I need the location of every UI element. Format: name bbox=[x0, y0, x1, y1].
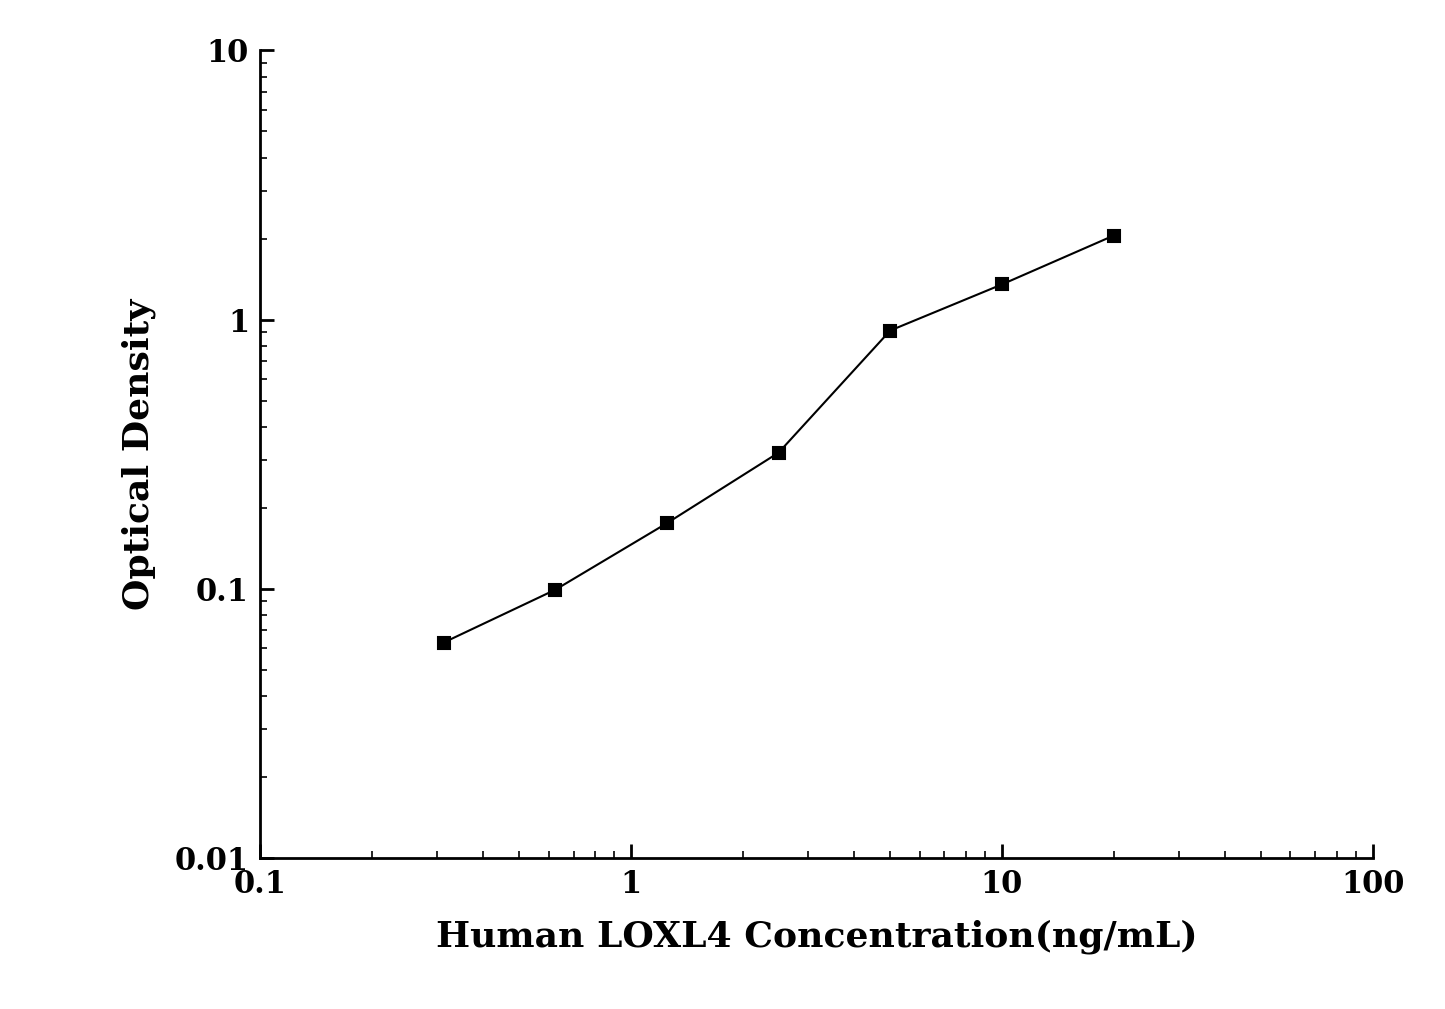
X-axis label: Human LOXL4 Concentration(ng/mL): Human LOXL4 Concentration(ng/mL) bbox=[435, 919, 1198, 954]
Y-axis label: Optical Density: Optical Density bbox=[121, 299, 156, 609]
